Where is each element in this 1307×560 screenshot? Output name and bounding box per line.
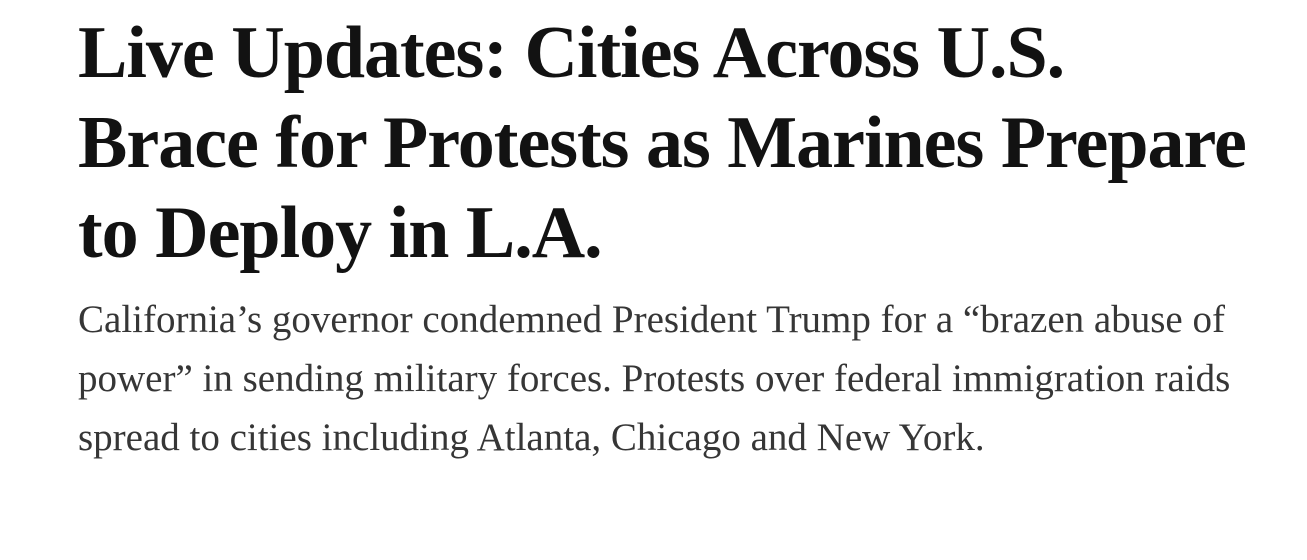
summary: California’s governor condemned Presiden… bbox=[78, 298, 1231, 459]
article-header: Live Updates: Cities Across U.S. Brace f… bbox=[78, 0, 1258, 467]
headline[interactable]: Live Updates: Cities Across U.S. Brace f… bbox=[78, 12, 1247, 274]
